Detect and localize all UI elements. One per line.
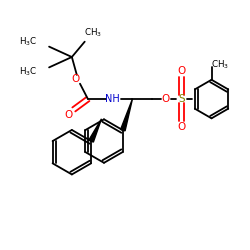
Text: O: O [162, 94, 170, 104]
Text: O: O [178, 122, 186, 132]
Text: H$_3$C: H$_3$C [19, 36, 38, 48]
Text: H$_3$C: H$_3$C [19, 66, 38, 78]
Text: CH$_3$: CH$_3$ [211, 59, 229, 71]
Polygon shape [89, 119, 102, 142]
Text: O: O [178, 66, 186, 76]
Text: O: O [72, 74, 80, 84]
Text: CH$_3$: CH$_3$ [84, 26, 102, 38]
Polygon shape [120, 99, 132, 131]
Text: NH: NH [105, 94, 120, 104]
Text: S: S [178, 94, 185, 104]
Text: O: O [64, 110, 72, 120]
